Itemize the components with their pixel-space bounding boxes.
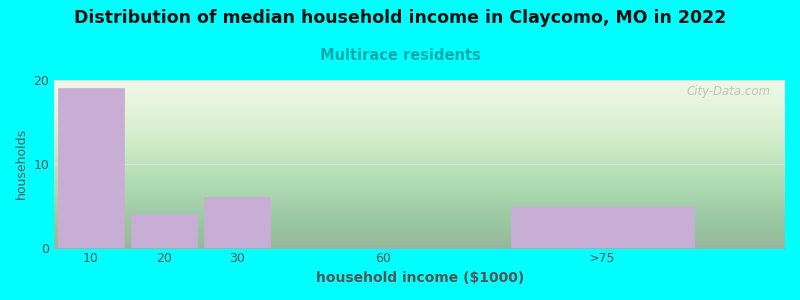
Text: Distribution of median household income in Claycomo, MO in 2022: Distribution of median household income … <box>74 9 726 27</box>
Bar <box>511 206 694 247</box>
Bar <box>131 214 197 248</box>
Y-axis label: households: households <box>15 128 28 200</box>
Text: Multirace residents: Multirace residents <box>319 48 481 63</box>
Bar <box>204 197 270 248</box>
X-axis label: household income ($1000): household income ($1000) <box>315 271 524 285</box>
Bar <box>58 88 124 248</box>
Text: City-Data.com: City-Data.com <box>686 85 770 98</box>
